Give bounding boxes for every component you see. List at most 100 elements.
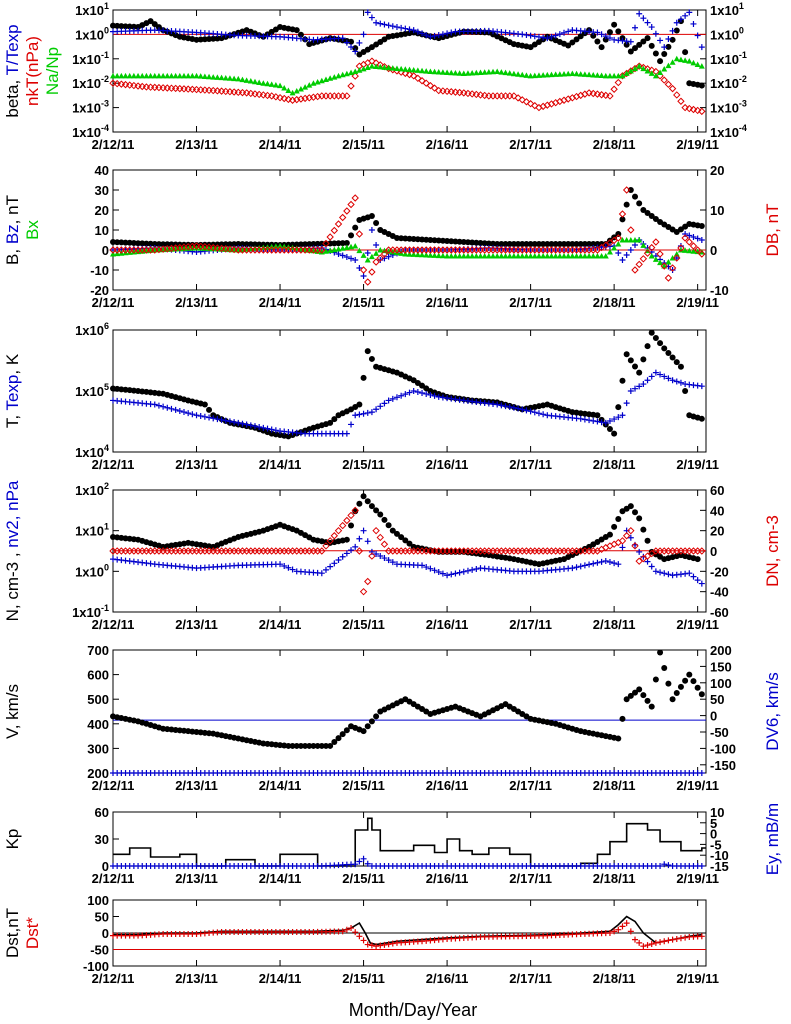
data-point: [343, 244, 350, 250]
data-point: [611, 430, 618, 437]
data-point: [218, 416, 225, 423]
data-point: [652, 216, 659, 222]
data-point: [389, 395, 396, 402]
data-point: [665, 259, 672, 265]
data-point: [494, 68, 501, 75]
data-point: [285, 564, 292, 571]
data-point: [243, 421, 250, 428]
y-tick-label-right: 0: [710, 243, 717, 258]
data-point: [356, 401, 363, 408]
data-point: [360, 410, 367, 417]
data-point: [410, 388, 417, 394]
data-point: [343, 926, 350, 933]
data-point: [689, 242, 698, 250]
y-axis-label-left: T, Texp, K: [3, 353, 22, 428]
data-point: [657, 569, 664, 576]
data-point: [648, 549, 656, 558]
y-tick-label-left: 60: [95, 805, 109, 820]
data-point: [577, 33, 584, 40]
data-point: [473, 69, 480, 76]
data-point: [540, 241, 547, 247]
data-point: [352, 224, 359, 231]
y-axis-label-right: DN, cm-3: [763, 515, 782, 587]
data-point: [632, 65, 639, 72]
data-point: [561, 29, 568, 36]
data-point: [669, 27, 676, 34]
data-point: [402, 537, 409, 544]
data-point: [561, 253, 568, 259]
data-point: [373, 19, 380, 26]
data-point: [627, 247, 634, 253]
data-point: [619, 72, 626, 79]
data-point: [372, 258, 380, 266]
data-point: [435, 32, 442, 39]
data-point: [251, 241, 258, 248]
data-point: [594, 418, 601, 425]
data-point: [510, 70, 517, 77]
data-point: [669, 255, 676, 261]
data-point: [222, 417, 229, 424]
data-point: [577, 563, 584, 570]
data-point: [665, 36, 672, 43]
data-point: [448, 253, 455, 259]
data-point: [627, 48, 634, 55]
data-point: [556, 253, 563, 259]
data-point: [556, 241, 563, 247]
y-axis-label-left: Dst,nT: [3, 908, 22, 958]
data-point: [368, 268, 376, 276]
data-point: [535, 72, 542, 78]
data-point: [664, 274, 673, 282]
x-date-label: 2/19/11: [676, 457, 719, 472]
data-point: [590, 241, 597, 247]
data-point: [189, 411, 196, 418]
data-point: [146, 83, 155, 91]
data-point: [527, 32, 534, 39]
data-point: [640, 242, 647, 248]
data-point: [393, 394, 400, 401]
data-point: [373, 63, 380, 70]
x-date-label: 2/19/11: [676, 137, 719, 152]
data-point: [256, 424, 263, 431]
data-point: [167, 84, 176, 92]
series-line: [113, 915, 702, 946]
data-point: [644, 19, 651, 26]
data-point: [352, 243, 359, 249]
data-point: [615, 561, 622, 568]
data-point: [168, 405, 175, 412]
data-point: [398, 534, 405, 541]
data-point: [335, 735, 342, 742]
data-point: [377, 63, 384, 70]
data-point: [561, 241, 568, 247]
data-point: [355, 230, 364, 238]
data-point: [318, 547, 326, 555]
data-point: [598, 44, 605, 51]
data-point: [602, 419, 609, 426]
data-point: [682, 12, 689, 19]
data-point: [381, 400, 388, 407]
y-tick-label-right: 20: [710, 163, 724, 178]
data-point: [657, 259, 664, 266]
data-point: [573, 70, 580, 77]
data-point: [606, 92, 614, 100]
data-point: [677, 683, 684, 690]
data-point: [381, 555, 388, 562]
data-point: [343, 254, 350, 260]
data-point: [606, 417, 613, 424]
data-point: [435, 568, 442, 575]
panel-frame: [112, 811, 707, 867]
data-point: [510, 92, 518, 100]
data-point: [681, 103, 689, 112]
data-point: [673, 690, 680, 697]
x-date-label: 2/13/11: [175, 457, 218, 472]
data-point: [535, 33, 542, 40]
data-point: [636, 41, 643, 48]
y-tick-label-left: 30: [95, 832, 109, 847]
data-point: [615, 414, 622, 421]
data-point: [673, 359, 680, 366]
y-tick-label-right: -5: [710, 837, 722, 852]
data-point: [448, 69, 455, 76]
data-point: [502, 403, 509, 410]
data-point: [644, 377, 651, 384]
y-tick-label-right: 1x100: [710, 25, 744, 42]
data-point: [338, 521, 347, 530]
